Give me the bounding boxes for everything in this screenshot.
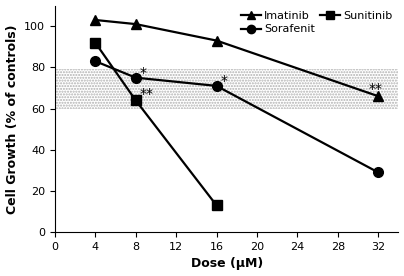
Y-axis label: Cell Growth (% of controls): Cell Growth (% of controls)	[6, 24, 19, 214]
Bar	[55, 70, 398, 108]
Text: *: *	[221, 74, 227, 88]
Text: **: **	[368, 82, 382, 96]
Text: *: *	[140, 65, 147, 79]
Text: **: **	[140, 87, 154, 101]
X-axis label: Dose (μM): Dose (μM)	[191, 258, 263, 270]
Legend: Imatinib, Sorafenit, Sunitinib: Imatinib, Sorafenit, Sunitinib	[240, 11, 393, 34]
Bar	[55, 70, 398, 108]
